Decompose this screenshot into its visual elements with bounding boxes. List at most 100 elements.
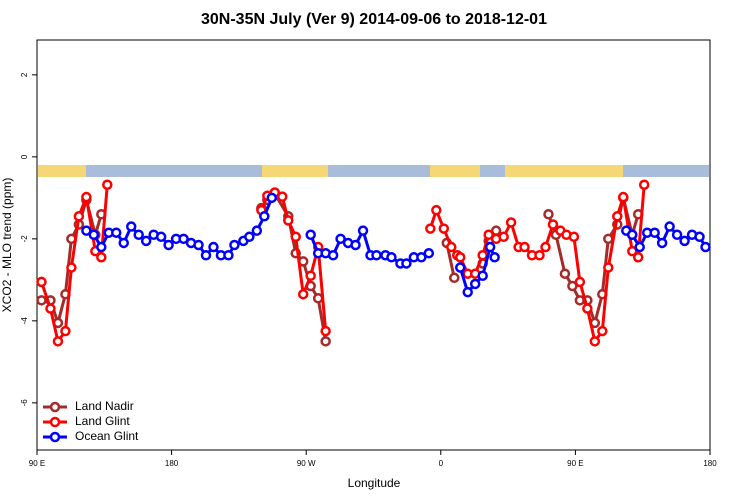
point — [244, 231, 255, 243]
point — [163, 239, 174, 251]
x-tick-label: 90 W — [297, 459, 316, 468]
point — [125, 221, 137, 232]
point — [81, 191, 92, 203]
point — [454, 262, 466, 273]
point — [671, 229, 683, 240]
point — [401, 258, 412, 269]
legend-marker — [49, 416, 61, 428]
point — [438, 223, 450, 234]
point — [505, 217, 517, 228]
point — [446, 241, 457, 253]
legend-label: Ocean Glint — [75, 429, 139, 443]
point — [618, 191, 629, 203]
land-band — [38, 165, 86, 177]
point — [259, 211, 270, 222]
point — [140, 235, 152, 247]
land-band — [262, 165, 328, 177]
point — [251, 225, 263, 236]
point — [229, 239, 240, 251]
point — [416, 252, 427, 263]
point — [632, 252, 644, 263]
point — [519, 241, 530, 253]
point — [612, 211, 623, 222]
point — [357, 225, 369, 236]
point — [589, 336, 601, 347]
point — [498, 231, 509, 243]
point — [133, 229, 144, 240]
point — [603, 233, 614, 245]
point — [547, 219, 559, 230]
point — [297, 288, 309, 300]
point — [73, 211, 85, 222]
legend-label: Land Glint — [75, 414, 130, 428]
land-band — [430, 165, 480, 177]
point — [679, 235, 690, 247]
x-tick-label: 180 — [165, 459, 179, 468]
point — [462, 286, 473, 298]
point — [36, 276, 47, 288]
land-band — [505, 165, 623, 177]
point — [423, 247, 435, 259]
chart-title: 30N-35N July (Ver 9) 2014-09-06 to 2018-… — [201, 11, 547, 28]
point — [305, 229, 316, 240]
y-tick-label: 2 — [20, 72, 29, 77]
legend-marker — [49, 431, 61, 443]
point — [45, 303, 56, 314]
point — [656, 237, 668, 249]
point — [534, 250, 545, 261]
point — [320, 336, 331, 347]
point — [208, 241, 219, 253]
point — [266, 192, 278, 204]
point — [200, 250, 212, 261]
point — [638, 179, 650, 190]
point — [350, 239, 361, 251]
point — [88, 229, 100, 240]
point — [60, 325, 71, 337]
point — [469, 278, 481, 290]
point — [431, 204, 442, 216]
point — [52, 336, 64, 347]
point — [597, 325, 608, 337]
legend-label: Land Nadir — [75, 399, 134, 413]
y-axis-label: XCO2 - MLO trend (ppm) — [0, 178, 14, 313]
point — [568, 231, 580, 243]
point — [484, 241, 496, 253]
point — [477, 250, 488, 261]
point — [277, 191, 288, 202]
point — [36, 295, 47, 306]
y-tick-label: -4 — [20, 317, 29, 325]
point — [454, 252, 466, 263]
point — [559, 268, 571, 279]
point — [540, 241, 551, 253]
point — [543, 209, 554, 220]
point — [664, 221, 675, 232]
point — [178, 233, 189, 245]
point — [574, 276, 586, 288]
land-ocean-strip — [38, 165, 709, 177]
x-tick-label: 0 — [439, 459, 444, 468]
point — [312, 293, 324, 304]
point — [483, 229, 494, 240]
point — [193, 239, 204, 251]
point — [449, 272, 460, 284]
point — [626, 229, 638, 240]
point — [66, 262, 77, 273]
y-tick-label: 0 — [20, 154, 29, 159]
point — [327, 250, 339, 261]
y-tick-label: -6 — [20, 399, 29, 407]
point — [320, 325, 331, 337]
point — [649, 227, 660, 238]
point — [700, 241, 711, 253]
point — [567, 280, 578, 292]
point — [305, 270, 316, 281]
point — [694, 231, 705, 243]
x-tick-label: 180 — [703, 459, 717, 468]
point — [386, 252, 397, 263]
point — [425, 223, 436, 234]
point — [335, 233, 346, 245]
y-tick-label: -2 — [20, 235, 29, 243]
point — [626, 245, 638, 257]
point — [603, 262, 614, 273]
point — [290, 231, 301, 243]
